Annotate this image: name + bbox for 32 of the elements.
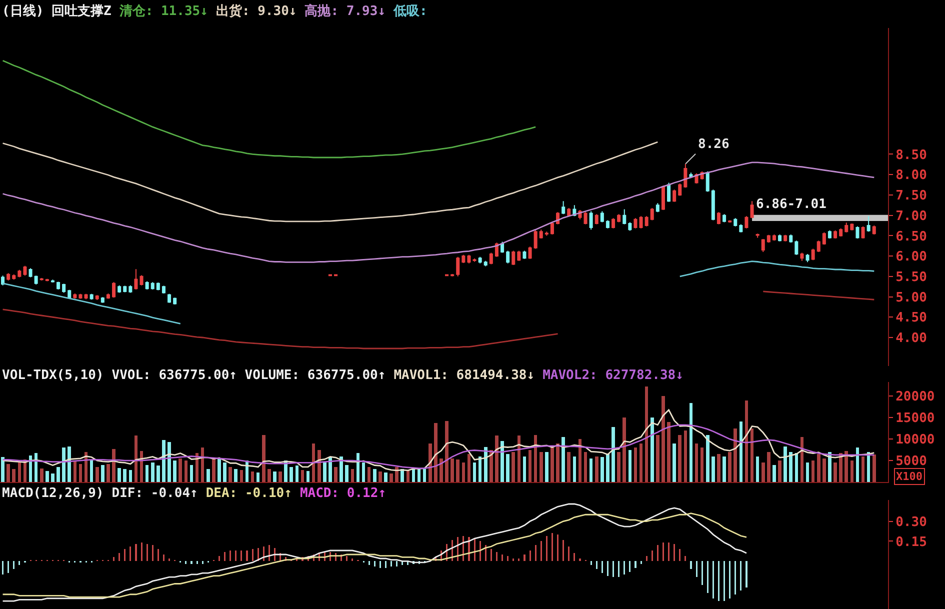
- text: 出货: 9.30↓: [216, 4, 297, 19]
- y-tick-label: 7.00: [896, 208, 928, 224]
- annotation: 8.26: [698, 137, 730, 152]
- annotation: MACD: 0.12↑: [300, 486, 386, 501]
- text: MAVOL2: 627782.38↓: [542, 368, 684, 383]
- text: 低吸:: [394, 4, 428, 19]
- chart-title: VOL-TDX(5,10): [2, 368, 104, 383]
- y-tick-label: 4.00: [896, 331, 928, 346]
- text: 清仓: 11.35↓: [119, 4, 208, 19]
- y-tick-label: 7.50: [896, 188, 928, 204]
- y-tick-label: 5000: [896, 454, 928, 470]
- chart-title: MACD(12,26,9): [2, 486, 104, 501]
- y-tick-label: 6.00: [896, 250, 928, 265]
- y-tick-label: 0.30: [896, 514, 928, 530]
- y-tick-label: 8.50: [896, 148, 928, 163]
- text: DIF: -0.04↑: [112, 486, 198, 501]
- y-tick-label: 4.50: [896, 310, 928, 326]
- chart-subtitle: VVOL: 636775.00↑ VOLUME: 636775.00↑: [112, 368, 386, 383]
- text: DEA: -0.10↑: [206, 486, 292, 501]
- y-tick-label: 15000: [896, 411, 935, 426]
- band-label: 6.86-7.01: [756, 197, 827, 212]
- y-tick-label: 10000: [896, 432, 935, 448]
- y-tick-label: 6.50: [896, 229, 928, 244]
- chart-title: (日线) 回吐支撑Z: [2, 4, 112, 19]
- y-tick-label: 5.50: [896, 270, 928, 285]
- text: MAVOL1: 681494.38↓: [394, 368, 535, 383]
- y-axis-title: X100: [896, 470, 922, 483]
- y-tick-label: 8.00: [896, 168, 928, 184]
- y-tick-label: 5.00: [896, 290, 928, 306]
- y-tick-label: 0.15: [896, 534, 927, 550]
- y-tick-label: 20000: [896, 390, 935, 405]
- text: 高抛: 7.93↓: [304, 4, 386, 19]
